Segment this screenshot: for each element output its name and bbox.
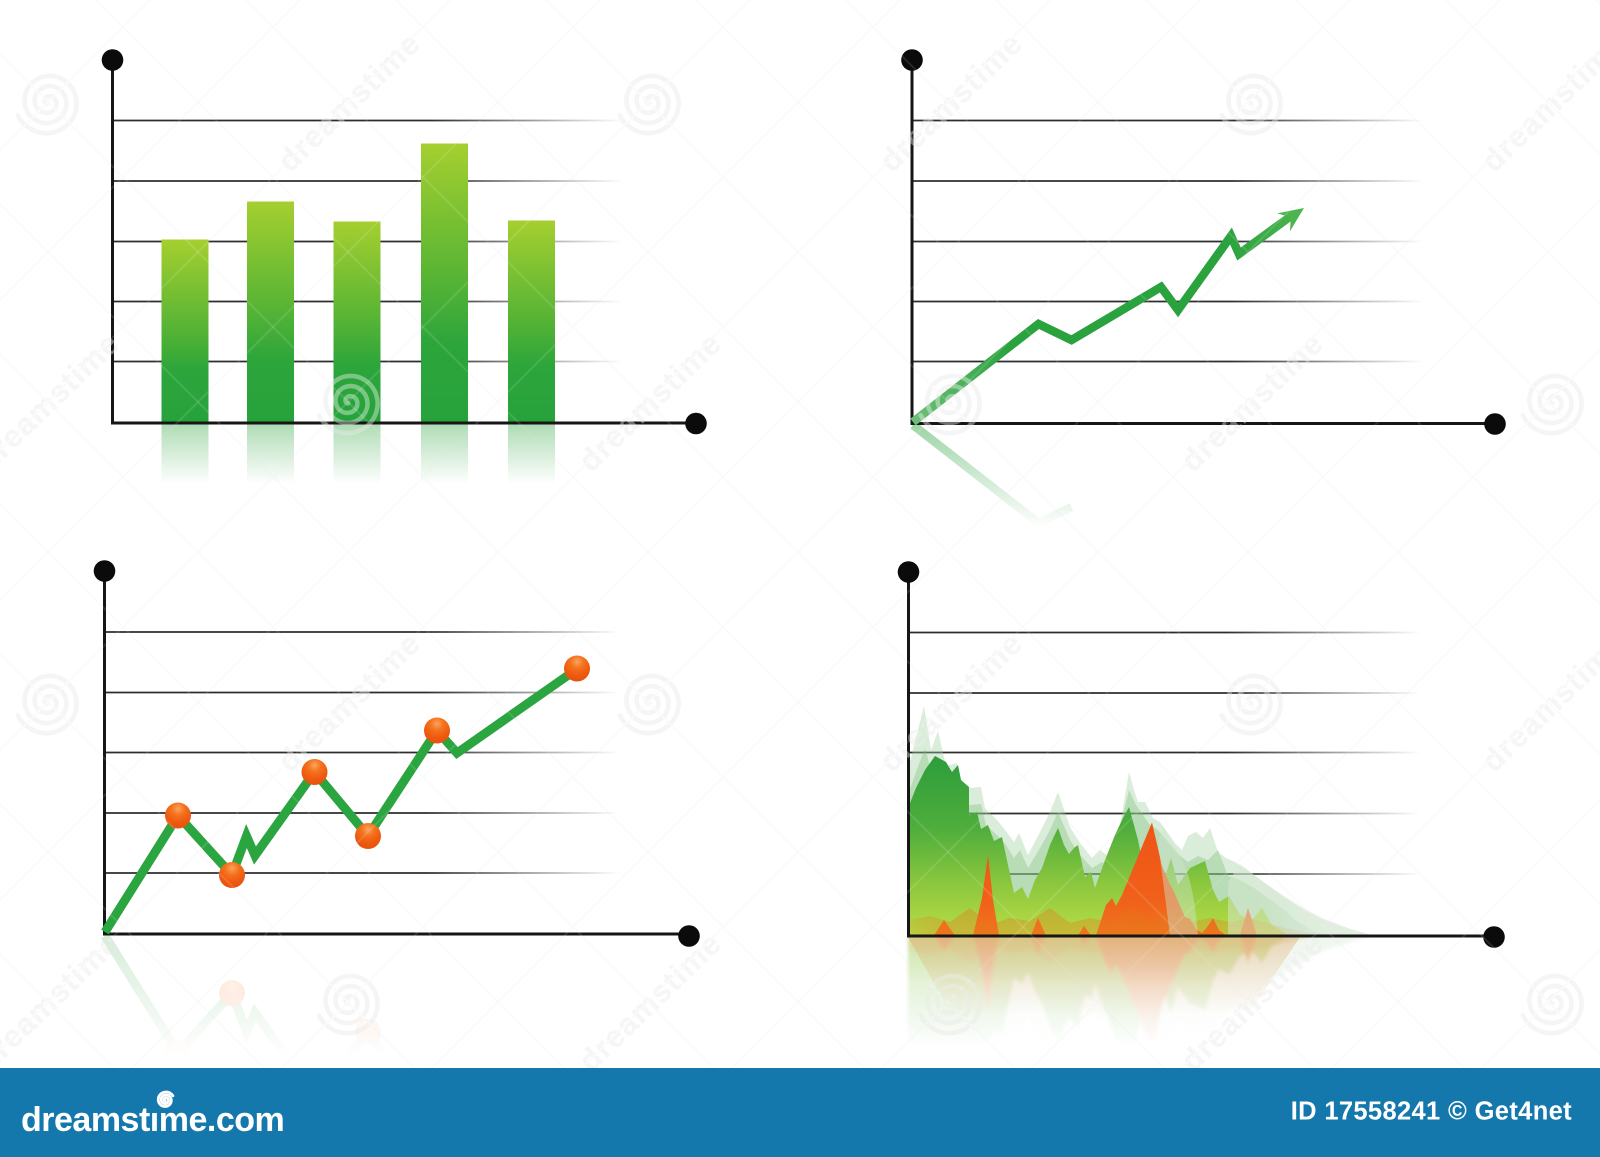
svg-text:ID 17558241 © Get4net: ID 17558241 © Get4net [1291,1098,1572,1126]
svg-text:dreamstıme.com: dreamstıme.com [21,1101,284,1139]
